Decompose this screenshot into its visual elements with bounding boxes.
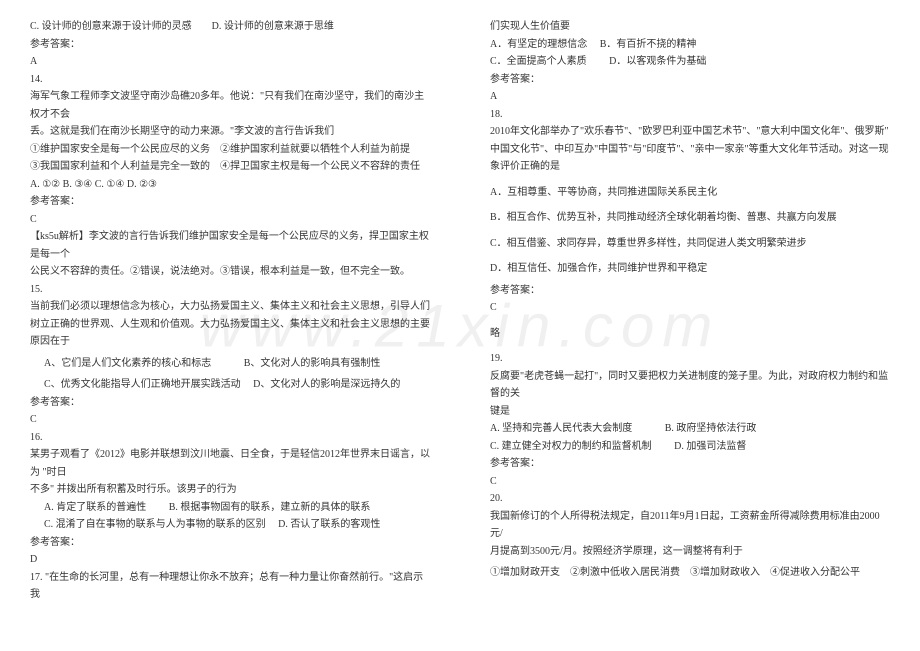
q17-opt-a: A．有坚定的理想信念 (490, 39, 587, 50)
q19-line1: 反腐要"老虎苍蝇一起打"，同时又要把权力关进制度的笼子里。为此，对政府权力制约和… (490, 368, 890, 403)
left-column: C. 设计师的创意来源于设计师的灵感 D. 设计师的创意来源于思维 参考答案： … (0, 0, 460, 614)
q20-line2: 月提高到3500元/月。按照经济学原理，这一调整将有利于 (490, 543, 890, 561)
q17-line1: 17. "在生命的长河里，总有一种理想让你永不放弃；总有一种力量让你奋然前行。"… (30, 569, 430, 604)
q18-note: 略 (490, 325, 890, 343)
q13-options: C. 设计师的创意来源于设计师的灵感 D. 设计师的创意来源于思维 (30, 18, 430, 36)
q15-opt-d: D、文化对人的影响是深远持久的 (253, 379, 400, 390)
answer-label: 参考答案： (30, 534, 430, 552)
q18-line2: 中国文化节"、中印互办"中国节"与"印度节"、"亲中一家亲"等重大文化年节活动。… (490, 141, 890, 159)
q16-options-row1: A. 肯定了联系的普遍性 B. 根据事物固有的联系，建立新的具体的联系 (30, 499, 430, 517)
answer-label: 参考答案： (490, 282, 890, 300)
page-container: C. 设计师的创意来源于设计师的灵感 D. 设计师的创意来源于思维 参考答案： … (0, 0, 920, 614)
q20-number: 20. (490, 490, 890, 508)
q19-opt-a: A. 坚持和完善人民代表大会制度 (490, 423, 632, 434)
q18-opt-d: D．相互信任、加强合作，共同维护世界和平稳定 (490, 260, 890, 278)
q15-answer: C (30, 411, 430, 429)
q18-opt-a: A．互相尊重、平等协商，共同推进国际关系民主化 (490, 184, 890, 202)
q15-options-row1: A、它们是人们文化素养的核心和标志 B、文化对人的影响具有强制性 (30, 355, 430, 373)
q18-opt-c: C．相互借鉴、求同存异，尊重世界多样性，共同促进人类文明繁荣进步 (490, 235, 890, 253)
q17-options-row2: C．全面提高个人素质 D．以客观条件为基础 (490, 53, 890, 71)
q15-options-row2: C、优秀文化能指导人们正确地开展实践活动 D、文化对人的影响是深远持久的 (30, 376, 430, 394)
q18-answer: C (490, 299, 890, 317)
q13-answer: A (30, 53, 430, 71)
q16-line1: 某男子观看了《2012》电影并联想到汶川地震、日全食，于是轻信2012年世界末日… (30, 446, 430, 481)
q16-opt-c: C. 混淆了自在事物的联系与人为事物的联系的区别 (44, 519, 266, 530)
q14-line2: 丢。这就是我们在南沙长期坚守的动力来源。"李文波的言行告诉我们 (30, 123, 430, 141)
q16-opt-d: D. 否认了联系的客观性 (278, 519, 380, 530)
q16-options-row2: C. 混淆了自在事物的联系与人为事物的联系的区别 D. 否认了联系的客观性 (30, 516, 430, 534)
q16-answer: D (30, 551, 430, 569)
q15-number: 15. (30, 281, 430, 299)
q19-opt-b: B. 政府坚持依法行政 (665, 423, 757, 434)
q19-opt-c: C. 建立健全对权力的制约和监督机制 (490, 441, 652, 452)
answer-label: 参考答案： (30, 36, 430, 54)
q19-line2: 键是 (490, 403, 890, 421)
q14-line4: ③我国国家利益和个人利益是完全一致的 ④捍卫国家主权是每一个公民义不容辞的责任 (30, 158, 430, 176)
q18-line1: 2010年文化部举办了"欢乐春节"、"欧罗巴利亚中国艺术节"、"意大利中国文化年… (490, 123, 890, 141)
answer-label: 参考答案： (30, 193, 430, 211)
answer-label: 参考答案： (490, 71, 890, 89)
q17-options-row1: A．有坚定的理想信念 B．有百折不挠的精神 (490, 36, 890, 54)
q15-line2: 树立正确的世界观、人生观和价值观。大力弘扬爱国主义、集体主义和社会主义思想的主要 (30, 316, 430, 334)
q19-answer: C (490, 473, 890, 491)
q16-number: 16. (30, 429, 430, 447)
q14-line1: 海军气象工程师李文波坚守南沙岛礁20多年。他说："只有我们在南沙坚守，我们的南沙… (30, 88, 430, 123)
q14-answer: C (30, 211, 430, 229)
q15-line1: 当前我们必须以理想信念为核心，大力弘扬爱国主义、集体主义和社会主义思想，引导人们 (30, 298, 430, 316)
q19-options-row1: A. 坚持和完善人民代表大会制度 B. 政府坚持依法行政 (490, 420, 890, 438)
q18-line3: 象评价正确的是 (490, 158, 890, 176)
q19-options-row2: C. 建立健全对权力的制约和监督机制 D. 加强司法监督 (490, 438, 890, 456)
q14-explain-1: 【ks5u解析】李文波的言行告诉我们维护国家安全是每一个公民应尽的义务，捍卫国家… (30, 228, 430, 263)
q17-answer: A (490, 88, 890, 106)
q14-explain-2: 公民义不容辞的责任。②错误，说法绝对。③错误，根本利益是一致，但不完全一致。 (30, 263, 430, 281)
q15-opt-b: B、文化对人的影响具有强制性 (244, 358, 381, 369)
q15-line3: 原因在于 (30, 333, 430, 351)
q17-opt-b: B．有百折不挠的精神 (600, 39, 697, 50)
q16-opt-a: A. 肯定了联系的普遍性 (44, 502, 146, 513)
q20-options: ①增加财政开支 ②刺激中低收入居民消费 ③增加财政收入 ④促进收入分配公平 (490, 564, 890, 582)
q17-opt-c: C．全面提高个人素质 (490, 56, 587, 67)
q19-number: 19. (490, 350, 890, 368)
right-column: 们实现人生价值要 A．有坚定的理想信念 B．有百折不挠的精神 C．全面提高个人素… (460, 0, 920, 614)
q15-opt-c: C、优秀文化能指导人们正确地开展实践活动 (44, 379, 241, 390)
q18-number: 18. (490, 106, 890, 124)
q17-line2: 们实现人生价值要 (490, 18, 890, 36)
q16-line2: 不多" 并拨出所有积蓄及时行乐。该男子的行为 (30, 481, 430, 499)
answer-label: 参考答案： (490, 455, 890, 473)
q16-opt-b: B. 根据事物固有的联系，建立新的具体的联系 (169, 502, 371, 513)
q15-opt-a: A、它们是人们文化素养的核心和标志 (44, 358, 211, 369)
q18-opt-b: B．相互合作、优势互补，共同推动经济全球化朝着均衡、普惠、共赢方向发展 (490, 209, 890, 227)
answer-label: 参考答案： (30, 394, 430, 412)
q17-opt-d: D．以客观条件为基础 (609, 56, 706, 67)
q14-line3: ①维护国家安全是每一个公民应尽的义务 ②维护国家利益就要以牺牲个人利益为前提 (30, 141, 430, 159)
q19-opt-d: D. 加强司法监督 (674, 441, 746, 452)
q14-options: A. ①② B. ③④ C. ①④ D. ②③ (30, 176, 430, 194)
q14-number: 14. (30, 71, 430, 89)
q20-line1: 我国新修订的个人所得税法规定，自2011年9月1日起，工资薪金所得减除费用标准由… (490, 508, 890, 543)
